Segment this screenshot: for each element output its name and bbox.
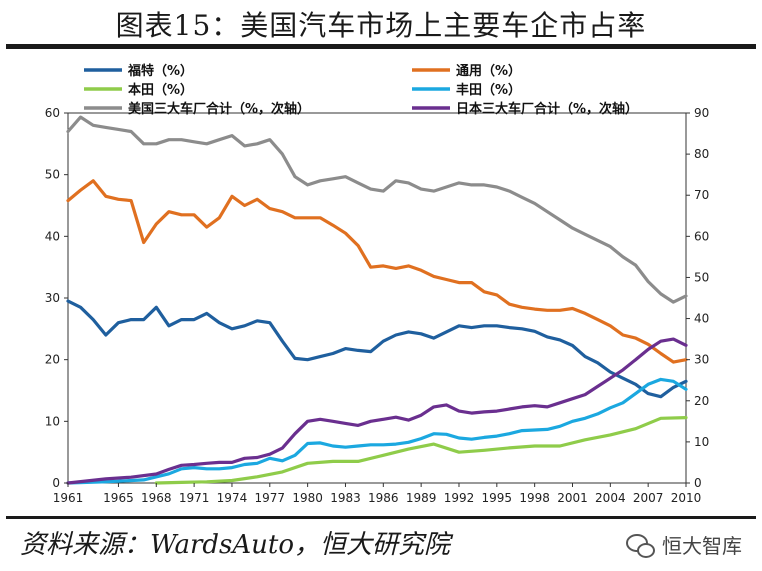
- y2-tick-label: 20: [694, 394, 709, 408]
- watermark-label: 恒大智库: [662, 534, 742, 558]
- x-tick-label: 1992: [444, 491, 475, 505]
- x-tick-label: 1983: [330, 491, 361, 505]
- x-tick-label: 2007: [633, 491, 664, 505]
- legend-label-6: 日本三大车厂合计（%，次轴）: [456, 101, 638, 117]
- page-title: 图表15：美国汽车市场上主要车企市占率: [115, 9, 647, 42]
- series-line-4: [66, 377, 688, 485]
- series-line-6: [66, 337, 688, 485]
- series-line-3: [154, 416, 688, 485]
- legend-label-1: 福特（%）: [127, 63, 193, 79]
- y2-tick-label: 70: [694, 188, 709, 202]
- y-tick-label: 30: [45, 291, 60, 305]
- legend-label-3: 本田（%）: [128, 82, 193, 98]
- chart-series: [66, 115, 688, 485]
- x-tick-label: 1998: [519, 491, 550, 505]
- source-note: 资料来源：WardsAuto，恒大研究院: [20, 530, 451, 560]
- market-share-chart: 福特（%） 通用（%） 本田（%） 丰田（%） 美国三大车厂合计（%，次轴） 日本三大车厂…: [45, 63, 710, 505]
- footer-divider: [6, 516, 756, 519]
- y2-tick-label: 30: [694, 353, 709, 367]
- x-tick-label: 1968: [141, 491, 172, 505]
- x-tick-label: 2001: [557, 491, 588, 505]
- y2-tick-label: 40: [694, 312, 709, 326]
- legend-label-4: 丰田（%）: [456, 82, 521, 98]
- plot-border: [67, 112, 687, 484]
- chart-axes: 0 10 20 30 40 50 60 0 10 20 30 40 50 60 70 80 90 1961 1965…: [45, 106, 710, 505]
- title-divider: [6, 44, 756, 49]
- wechat-icon: [626, 533, 655, 558]
- y2-tick-label: 90: [694, 106, 709, 120]
- y-tick-label: 0: [52, 476, 60, 490]
- x-tick-label: 1965: [103, 491, 134, 505]
- y-tick-label: 40: [45, 229, 60, 243]
- x-tick-label: 1995: [482, 491, 513, 505]
- x-tick-label: 1989: [406, 491, 437, 505]
- x-tick-label: 1971: [179, 491, 210, 505]
- y2-tick-label: 50: [694, 270, 709, 284]
- x-tick-label: 1961: [53, 491, 84, 505]
- x-tick-label: 1974: [217, 491, 248, 505]
- series-line-1: [66, 299, 688, 399]
- legend-label-5: 美国三大车厂合计（%，次轴）: [128, 101, 310, 117]
- y2-tick-label: 10: [694, 435, 709, 449]
- x-tick-label: 1977: [255, 491, 286, 505]
- series-line-2: [66, 179, 688, 364]
- series-line-5: [66, 115, 688, 304]
- x-tick-label: 2010: [671, 491, 702, 505]
- legend-label-2: 通用（%）: [456, 63, 521, 79]
- y-tick-label: 20: [45, 353, 60, 367]
- chart-legend: 福特（%） 通用（%） 本田（%） 丰田（%） 美国三大车厂合计（%，次轴） 日本三大车厂…: [84, 63, 638, 117]
- y2-tick-label: 60: [694, 229, 709, 243]
- x-tick-label: 1986: [368, 491, 399, 505]
- watermark: 恒大智库: [626, 530, 742, 559]
- y2-tick-label: 0: [694, 476, 702, 490]
- y-tick-label: 60: [45, 106, 60, 120]
- y2-tick-label: 80: [694, 147, 709, 161]
- x-tick-label: 1980: [292, 491, 323, 505]
- x-tick-label: 2004: [595, 491, 626, 505]
- y-tick-label: 50: [45, 168, 60, 182]
- plot-frame: [67, 112, 687, 484]
- y-tick-label: 10: [45, 414, 60, 428]
